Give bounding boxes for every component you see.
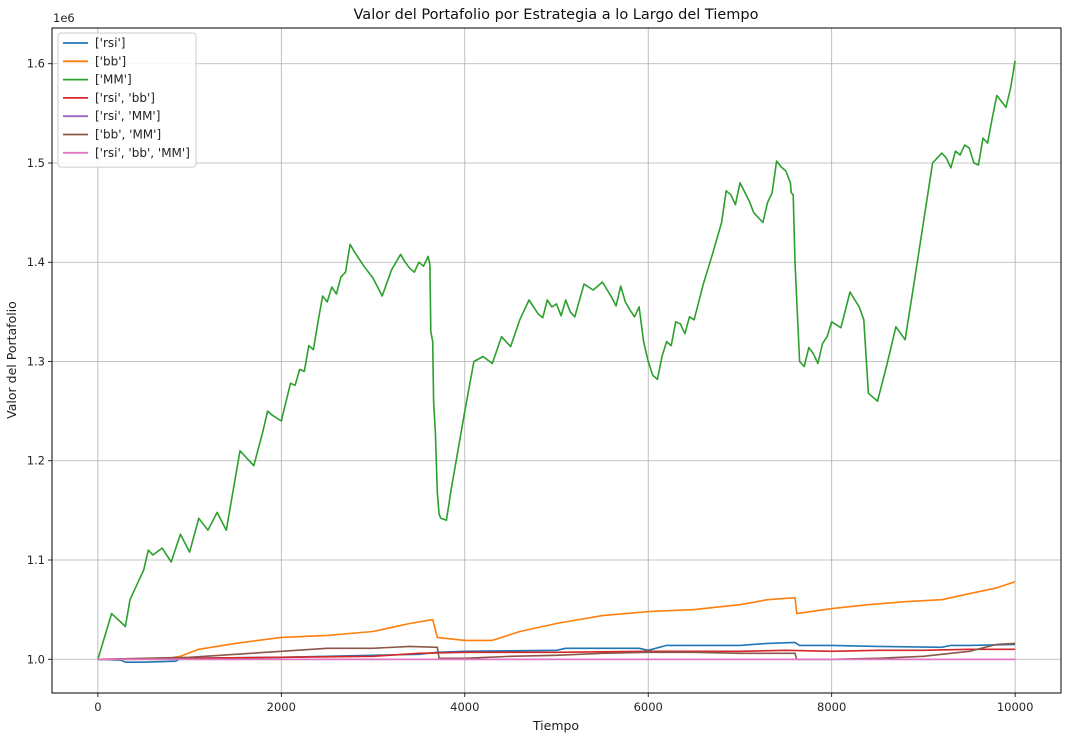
legend-label: ['rsi', 'bb', 'MM'] (95, 146, 190, 160)
y-tick-label: 1.6 (27, 57, 45, 71)
series-line-0 (97, 641, 1016, 664)
series-line-2 (97, 60, 1016, 660)
legend-label: ['rsi'] (95, 36, 125, 50)
legend-label: ['MM'] (95, 73, 132, 87)
x-tick-label: 2000 (267, 700, 296, 714)
ticks: 0 2000 4000 6000 8000 10000 1.0 1.1 1.2 1.3 1.4 1.5… (27, 57, 1034, 714)
x-tick-label: 6000 (634, 700, 663, 714)
legend-box (57, 32, 197, 168)
grid (52, 28, 1061, 693)
legend-label: ['rsi', 'bb'] (95, 91, 155, 105)
x-tick-label: 4000 (450, 700, 479, 714)
y-tick-label: 1.3 (27, 354, 45, 368)
series-line-3 (97, 648, 1016, 661)
legend: ['rsi'] ['bb'] ['MM'] ['rsi', 'bb'] ['rsi', … (57, 32, 197, 168)
y-tick-label: 1.4 (27, 255, 45, 269)
x-tick-label: 8000 (817, 700, 846, 714)
x-tick-label: 0 (94, 700, 101, 714)
y-tick-label: 1.0 (27, 652, 45, 666)
x-tick-label: 10000 (997, 700, 1034, 714)
y-tick-label: 1.5 (27, 156, 45, 170)
chart-title: Valor del Portafolio por Estrategia a lo… (354, 7, 759, 23)
y-axis-title: Valor del Portafolio (4, 301, 19, 419)
series-layer (97, 60, 1016, 664)
y-tick-label: 1.2 (27, 454, 45, 468)
y-tick-label: 1.1 (27, 553, 45, 567)
y-offset-label: 1e6 (53, 11, 75, 25)
x-axis-title: Tiempo (532, 718, 579, 733)
legend-label: ['bb'] (95, 54, 126, 68)
series-line-1 (97, 581, 1016, 661)
legend-label: ['rsi', 'MM'] (95, 109, 160, 123)
series-line-5 (97, 642, 1016, 661)
plot-frame (51, 27, 1062, 694)
legend-label: ['bb', 'MM'] (95, 128, 161, 142)
